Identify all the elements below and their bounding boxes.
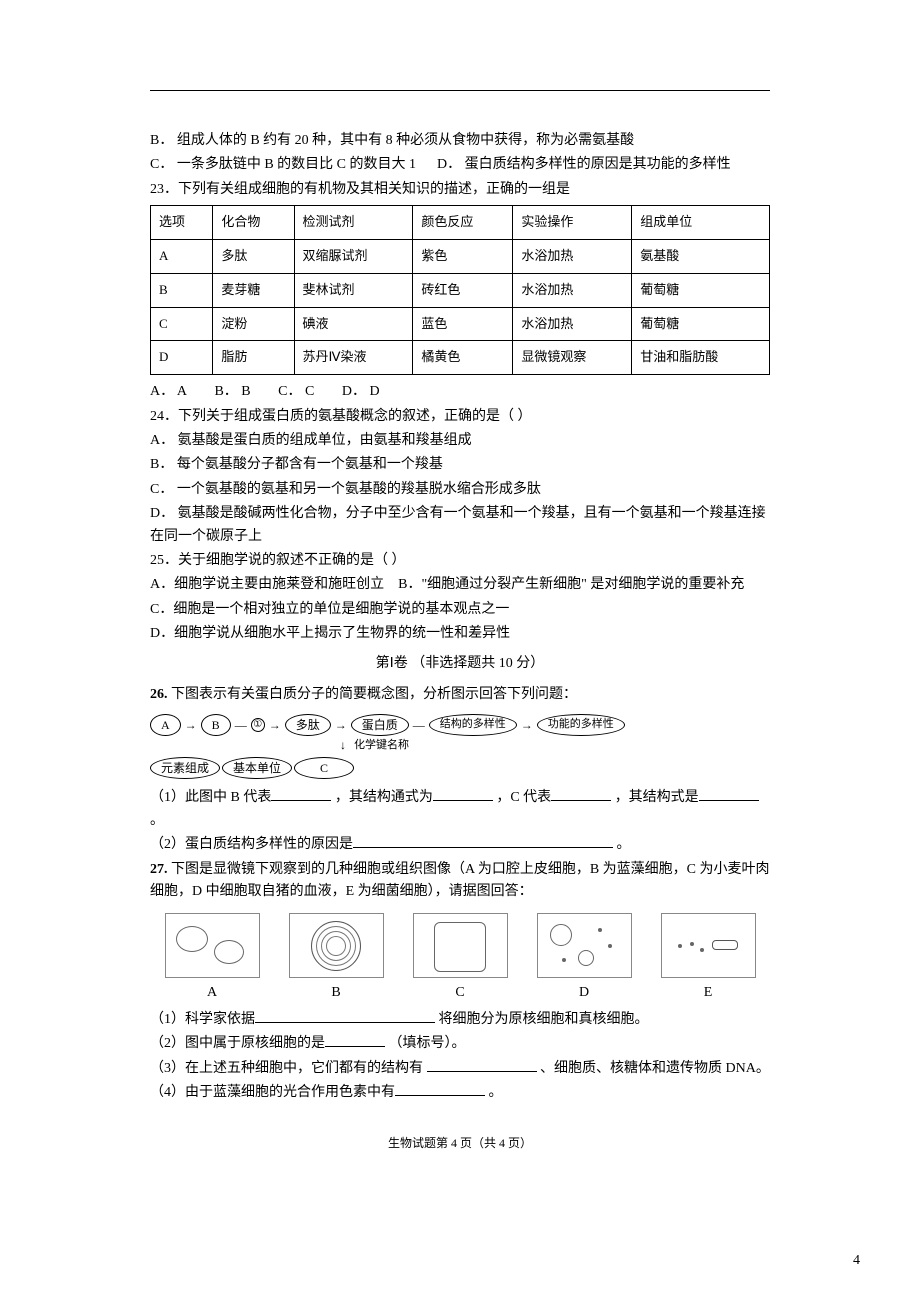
q27-sub4: （4）由于蓝藻细胞的光合作用色素中有 。 — [150, 1082, 770, 1104]
down-arrow-icon: ↓ — [340, 736, 346, 755]
fig-c: C — [398, 913, 522, 1004]
q23-table: 选项 化合物 检测试剂 颜色反应 实验操作 组成单位 A 多肽 双缩脲试剂 紫色… — [150, 205, 770, 375]
page-content: B． 组成人体的 B 约有 20 种，其中有 8 种必须从食物中获得，称为必需氨… — [150, 130, 770, 1154]
arrow-icon: → — [521, 716, 533, 735]
arrow-icon: → — [269, 716, 281, 735]
blank-input[interactable] — [325, 1033, 385, 1047]
q24-a: A． 氨基酸是蛋白质的组成单位，由氨基和羧基组成 — [150, 430, 770, 452]
q25-c: C．细胞是一个相对独立的单位是细胞学说的基本观点之一 — [150, 599, 770, 621]
th-unit: 组成单位 — [632, 206, 770, 240]
fig-e: E — [646, 913, 770, 1004]
q23-ans-d: D． D — [342, 384, 380, 399]
q23-ans-a: A． A — [150, 384, 187, 399]
q27-stem: 下图是显微镜下观察到的几种细胞或组织图像（A 为口腔上皮细胞，B 为蓝藻细胞，C… — [150, 862, 770, 899]
node-jiben: 基本单位 — [222, 757, 292, 779]
q26-num: 26. — [150, 687, 168, 702]
q24-d: D． 氨基酸是酸碱两性化合物，分子中至少含有一个氨基和一个羧基，且有一个氨基和一… — [150, 503, 770, 548]
table-row: C 淀粉 碘液 蓝色 水浴加热 葡萄糖 — [151, 307, 770, 341]
node-struct: 结构的多样性 — [429, 714, 517, 736]
q27-sub1: （1）科学家依据 将细胞分为原核细胞和真核细胞。 — [150, 1009, 770, 1031]
q23-answers: A． A B． B C． C D． D — [150, 381, 770, 403]
page-footer: 生物试题第 4 页（共 4 页） — [150, 1134, 770, 1153]
q26-stem: 下图表示有关蛋白质分子的简要概念图，分析图示回答下列问题： — [171, 687, 577, 702]
q25-d: D．细胞学说从细胞水平上揭示了生物界的统一性和差异性 — [150, 623, 770, 645]
q23-ans-b: B． B — [214, 384, 250, 399]
cell-image-c — [413, 913, 508, 978]
q22-opt-d: D． 蛋白质结构多样性的原因是其功能的多样性 — [437, 157, 731, 172]
table-row: B 麦芽糖 斐林试剂 砖红色 水浴加热 葡萄糖 — [151, 273, 770, 307]
q26-diagram: A → B — ① → 多肽 → 蛋白质 — 结构的多样性 → 功能的多样性 ↓… — [150, 714, 770, 779]
arrow-icon: → — [185, 716, 197, 735]
node-protein: 蛋白质 — [351, 714, 409, 736]
q24-c: C． 一个氨基酸的氨基和另一个氨基酸的羧基脱水缩合形成多肽 — [150, 479, 770, 501]
header-rule — [150, 90, 770, 91]
q26-stem-line: 26. 下图表示有关蛋白质分子的简要概念图，分析图示回答下列问题： — [150, 684, 770, 706]
th-color: 颜色反应 — [413, 206, 513, 240]
q27-figures: A B C D E — [150, 913, 770, 1004]
table-row: A 多肽 双缩脲试剂 紫色 水浴加热 氨基酸 — [151, 239, 770, 273]
q27-stem-line: 27. 下图是显微镜下观察到的几种细胞或组织图像（A 为口腔上皮细胞，B 为蓝藻… — [150, 859, 770, 904]
q25-ab: A．细胞学说主要由施莱登和施旺创立 B．"细胞通过分裂产生新细胞" 是对细胞学说… — [150, 574, 770, 596]
th-operation: 实验操作 — [513, 206, 632, 240]
node-a: A — [150, 714, 181, 736]
fig-d: D — [522, 913, 646, 1004]
caption-bondname: 化学键名称 — [354, 737, 409, 755]
node-1: ① — [251, 718, 265, 732]
blank-input[interactable] — [433, 787, 493, 801]
th-compound: 化合物 — [213, 206, 294, 240]
node-b: B — [201, 714, 231, 736]
q26-sub1: （1）此图中 B 代表 ，其结构通式为 ，C 代表 ，其结构式是 。 — [150, 787, 770, 832]
q22-opt-b: B． 组成人体的 B 约有 20 种，其中有 8 种必须从食物中获得，称为必需氨… — [150, 130, 770, 152]
q24-b: B． 每个氨基酸分子都含有一个氨基和一个羧基 — [150, 454, 770, 476]
blank-input[interactable] — [353, 834, 613, 848]
blank-input[interactable] — [551, 787, 611, 801]
q25-a: A．细胞学说主要由施莱登和施旺创立 — [150, 577, 384, 592]
q23-stem: 23．下列有关组成细胞的有机物及其相关知识的描述，正确的一组是 — [150, 179, 770, 201]
q24-stem: 24．下列关于组成蛋白质的氨基酸概念的叙述，正确的是（ ） — [150, 406, 770, 428]
cell-image-a — [165, 913, 260, 978]
arrow-icon: — — [235, 716, 247, 735]
blank-input[interactable] — [271, 787, 331, 801]
q27-sub3: （3）在上述五种细胞中，它们都有的结构有 、细胞质、核糖体和遗传物质 DNA。 — [150, 1058, 770, 1080]
cell-image-e — [661, 913, 756, 978]
blank-input[interactable] — [255, 1009, 435, 1023]
th-reagent: 检测试剂 — [294, 206, 413, 240]
q25-stem: 25．关于细胞学说的叙述不正确的是（ ） — [150, 550, 770, 572]
arrow-icon: — — [413, 716, 425, 735]
q27-sub2: （2）图中属于原核细胞的是 （填标号）。 — [150, 1033, 770, 1055]
q22-opt-c: C． 一条多肽链中 B 的数目比 C 的数目大 1 — [150, 157, 416, 172]
cell-image-d — [537, 913, 632, 978]
node-duotai: 多肽 — [285, 714, 331, 736]
q23-ans-c: C． C — [278, 384, 314, 399]
th-option: 选项 — [151, 206, 213, 240]
fig-a: A — [150, 913, 274, 1004]
section-title: 第Ⅰ卷 （非选择题共 10 分） — [150, 653, 770, 675]
arrow-icon: → — [335, 716, 347, 735]
blank-input[interactable] — [395, 1082, 485, 1096]
node-yuansu: 元素组成 — [150, 757, 220, 779]
q27-num: 27. — [150, 862, 168, 877]
q26-sub2: （2）蛋白质结构多样性的原因是 。 — [150, 834, 770, 856]
page-number: 4 — [853, 1250, 860, 1272]
fig-b: B — [274, 913, 398, 1004]
q22-opt-cd: C． 一条多肽链中 B 的数目比 C 的数目大 1 D． 蛋白质结构多样性的原因… — [150, 154, 770, 176]
q25-b: B．"细胞通过分裂产生新细胞" 是对细胞学说的重要补充 — [398, 577, 744, 592]
table-row: D 脂肪 苏丹Ⅳ染液 橘黄色 显微镜观察 甘油和脂肪酸 — [151, 341, 770, 375]
node-func: 功能的多样性 — [537, 714, 625, 736]
blank-input[interactable] — [699, 787, 759, 801]
node-c: C — [294, 757, 354, 779]
cell-image-b — [289, 913, 384, 978]
blank-input[interactable] — [427, 1058, 537, 1072]
table-header-row: 选项 化合物 检测试剂 颜色反应 实验操作 组成单位 — [151, 206, 770, 240]
